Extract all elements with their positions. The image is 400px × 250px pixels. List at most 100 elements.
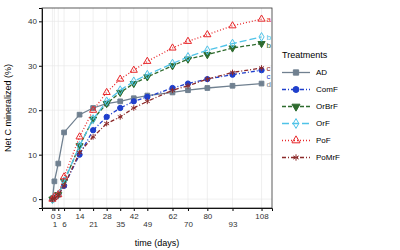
y-tick: 10	[28, 151, 42, 160]
plot-frame	[42, 8, 272, 208]
y-tick-label: 0	[33, 195, 38, 204]
x-tick: 70	[184, 208, 193, 229]
x-tick-label: 35	[116, 220, 125, 229]
legend-marker	[293, 70, 298, 75]
x-tick-mark	[120, 208, 121, 211]
y-tick-label: 40	[28, 17, 37, 26]
series-marker	[185, 53, 190, 62]
series-marker	[230, 83, 235, 88]
series-marker	[104, 121, 109, 127]
x-tick-mark	[54, 208, 55, 211]
legend-item: OrF	[282, 119, 330, 129]
legend-label: OrF	[316, 119, 330, 128]
series-marker	[104, 114, 109, 119]
series-line	[52, 37, 261, 199]
legend-label: PoF	[316, 136, 331, 145]
x-tick-mark	[233, 208, 234, 211]
grid-line	[207, 8, 208, 208]
legend-marker	[292, 136, 300, 143]
series-marker	[205, 76, 210, 82]
legend-title: Treatments	[282, 50, 328, 60]
series-marker	[144, 75, 151, 81]
grid-line	[42, 21, 272, 22]
series-marker	[186, 83, 191, 89]
series-marker	[144, 57, 151, 63]
series-marker	[184, 37, 191, 43]
series-marker	[118, 99, 123, 104]
legend-item: AD	[282, 68, 327, 77]
grid-line	[42, 199, 272, 200]
legend-label: ComF	[316, 85, 338, 94]
y-tick-label: 20	[28, 106, 37, 115]
series-marker	[131, 77, 136, 86]
series-marker	[117, 75, 124, 81]
legend-label: AD	[316, 68, 327, 77]
y-tick-label: 30	[28, 62, 37, 71]
legend-marker	[292, 104, 300, 111]
legend-marker	[293, 87, 299, 93]
series-marker	[77, 150, 82, 156]
x-tick: 3	[57, 208, 62, 221]
series-marker	[259, 81, 264, 86]
y-tick-label: 10	[28, 151, 37, 160]
x-tick: 28	[103, 208, 112, 221]
series-marker	[145, 70, 150, 79]
grid-line	[42, 110, 272, 111]
series-marker	[230, 70, 235, 76]
x-tick-mark	[107, 208, 108, 211]
series-line	[52, 19, 261, 199]
series-marker	[259, 65, 264, 71]
y-tick: 20	[28, 106, 42, 115]
series-marker	[131, 99, 136, 104]
x-tick: 108	[255, 208, 269, 221]
series-marker	[104, 97, 109, 106]
series-marker	[230, 39, 235, 48]
y-tick-mark	[39, 66, 42, 67]
x-tick-label: 3	[57, 212, 62, 221]
legend-line	[282, 123, 310, 124]
legend-marker	[293, 154, 299, 160]
y-tick: 40	[28, 17, 42, 26]
y-tick: 0	[33, 195, 42, 204]
series-marker	[259, 33, 264, 42]
legend-marker	[293, 119, 299, 129]
y-axis-title: Net C mineralized (%)	[3, 64, 13, 152]
x-axis: 013614212835424962708093108	[43, 208, 273, 229]
series-marker	[118, 86, 123, 95]
y-tick-mark	[39, 21, 42, 22]
x-tick-mark	[172, 208, 173, 211]
series-marker	[258, 41, 265, 47]
x-tick: 49	[143, 208, 152, 229]
series-marker	[205, 46, 210, 55]
series-marker	[169, 44, 176, 50]
y-tick-mark	[39, 110, 42, 111]
x-tick-label: 1	[53, 220, 58, 229]
x-tick: 62	[169, 208, 178, 221]
x-tick-label: 80	[203, 212, 212, 221]
series-marker	[118, 105, 123, 110]
x-tick-mark	[80, 208, 81, 211]
x-tick: 93	[229, 208, 238, 229]
y-tick-mark	[39, 199, 42, 200]
x-tick-mark	[52, 208, 53, 211]
x-tick-label: 70	[184, 220, 193, 229]
data-layer	[49, 15, 265, 203]
grid-line	[58, 8, 59, 208]
series-marker	[205, 76, 210, 81]
x-tick: 14	[76, 208, 85, 221]
series-marker	[61, 173, 68, 179]
x-tick: 6	[62, 208, 67, 229]
series-marker	[103, 101, 110, 107]
legend-item: PoF	[282, 136, 331, 145]
x-tick-mark	[262, 208, 263, 211]
x-tick-mark	[147, 208, 148, 211]
series-marker	[62, 130, 67, 135]
series-marker	[170, 59, 175, 68]
series-marker	[90, 106, 97, 112]
x-tick-label: 93	[229, 220, 238, 229]
legend-label: OrBrF	[316, 102, 338, 111]
plot-area: 013614212835424962708093108010203040abbc…	[28, 8, 272, 229]
chart: 013614212835424962708093108010203040abbc…	[0, 0, 400, 250]
x-tick-label: 62	[169, 212, 178, 221]
series-marker	[56, 193, 61, 199]
